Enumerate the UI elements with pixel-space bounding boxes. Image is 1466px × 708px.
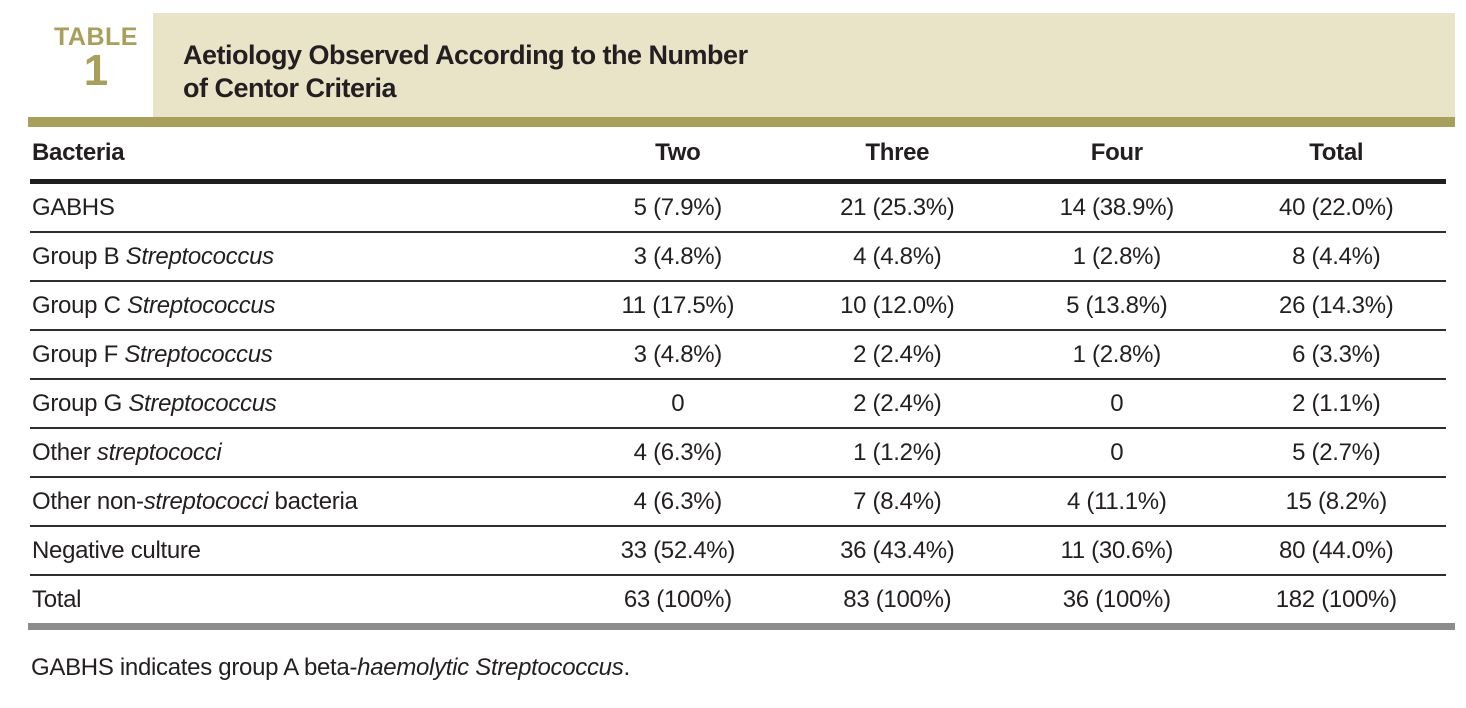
table-row: Total 63 (100%) 83 (100%) 36 (100%) 182 (100… [30,575,1446,623]
value-cell: 0 [568,379,788,429]
value-cell: 26 (14.3%) [1226,281,1446,331]
value-cell: 40 (22.0%) [1226,181,1446,233]
value-cell: 11 (17.5%) [568,281,788,331]
value-cell: 4 (6.3%) [568,477,788,527]
plain-text: Group G [32,389,129,417]
plain-text: GABHS indicates group A beta- [31,654,358,681]
figure-title-line1: Aetiology Observed According to the Numb… [183,40,748,70]
value-cell: 1 (2.8%) [1007,232,1227,282]
plain-text: Negative culture [32,536,201,564]
table-row: Other non-streptococci bacteria 4 (6.3%) 7… [30,477,1446,527]
value-cell: 1 (1.2%) [787,428,1008,478]
footnote: GABHS indicates group A beta-haemolytic … [31,654,1466,682]
table-row: Group B Streptococcus 3 (4.8%) 4 (4.8%) 1 (… [30,232,1446,282]
table-label: TABLE 1 [46,23,146,95]
column-header-bacteria: Bacteria [30,127,569,184]
figure-title-line2: of Centor Criteria [183,73,397,103]
table-row: GABHS 5 (7.9%) 21 (25.3%) 14 (38.9%) 40 (22.… [30,181,1446,233]
figure-header: Aetiology Observed According to the Numb… [0,0,1466,127]
value-cell: 80 (44.0%) [1226,526,1446,576]
column-header-total: Total [1226,127,1446,184]
value-cell: 36 (43.4%) [787,526,1008,576]
table-label-word: TABLE [54,23,138,51]
value-cell: 63 (100%) [623,585,732,613]
italic-text: haemolytic Streptococcus [357,654,624,681]
table-row: Group C Streptococcus 11 (17.5%) 10 (12.0%… [30,281,1446,331]
value-cell: 14 (38.9%) [1007,181,1227,233]
bacteria-name-cell: Other non-streptococci bacteria [30,477,569,527]
value-cell: 182 (100%) [1275,585,1397,613]
bacteria-name-cell: Group G Streptococcus [30,379,569,429]
table-bottom-rule [28,623,1455,630]
value-cell: 5 (13.8%) [1007,281,1227,331]
aetiology-table: Bacteria Two Three Four Total GABHS 5 (7.… [30,127,1446,623]
column-header-two: Two [568,127,788,184]
plain-text: Group C [32,291,127,319]
value-cell: 10 (12.0%) [787,281,1008,331]
plain-text: GABHS [32,193,115,221]
italic-text: Streptococcus [124,340,273,368]
value-cell: 3 (4.8%) [568,232,788,282]
bacteria-name-cell: Group B Streptococcus [30,232,569,282]
value-cell: 6 (3.3%) [1226,330,1446,380]
bacteria-name-cell: Total [30,575,568,623]
value-cell: 21 (25.3%) [787,181,1008,233]
column-header-four: Four [1007,127,1227,184]
plain-text: Total [32,585,82,613]
bacteria-name-cell: Group F Streptococcus [30,330,569,380]
value-cell: 4 (4.8%) [787,232,1008,282]
italic-text: Streptococcus [128,389,277,417]
table-label-number: 1 [83,46,109,95]
value-cell: 2 (1.1%) [1226,379,1446,429]
value-cell: 8 (4.4%) [1226,232,1446,282]
value-cell: 2 (2.4%) [787,330,1008,380]
plain-text: Other [32,438,97,466]
plain-text: Group F [32,340,125,368]
value-cell: 4 (11.1%) [1007,477,1227,527]
value-cell: 15 (8.2%) [1226,477,1446,527]
value-cell: 33 (52.4%) [568,526,788,576]
italic-text: streptococci [143,487,269,515]
accent-bar [28,117,1455,127]
value-cell: 5 (2.7%) [1226,428,1446,478]
value-cell: 83 (100%) [843,585,952,613]
table-body: GABHS 5 (7.9%) 21 (25.3%) 14 (38.9%) 40 (22.… [30,181,1446,624]
value-cell: 5 (7.9%) [568,181,788,233]
value-cell: 0 [1007,428,1227,478]
plain-text: bacteria [268,487,358,515]
bacteria-name-cell: Negative culture [30,526,569,576]
value-cell: 2 (2.4%) [787,379,1008,429]
plain-text: . [623,654,630,681]
value-cell: 11 (30.6%) [1007,526,1227,576]
header-row: Bacteria Two Three Four Total [30,127,1446,184]
value-cell: 3 (4.8%) [568,330,788,380]
bacteria-name-cell: Other streptococci [30,428,569,478]
table-row: Group G Streptococcus 0 2 (2.4%) 0 2 (1.1%) [30,379,1446,429]
column-header-three: Three [787,127,1008,184]
value-cell: 1 (2.8%) [1007,330,1227,380]
title-box: Aetiology Observed According to the Numb… [153,13,1455,117]
italic-text: Streptococcus [125,242,274,270]
value-cell: 4 (6.3%) [568,428,788,478]
bacteria-name-cell: GABHS [30,181,569,233]
table-row: Other streptococci 4 (6.3%) 1 (1.2%) 0 5 (2.… [30,428,1446,478]
value-cell: 36 (100%) [1062,585,1171,613]
value-cell: 0 [1007,379,1227,429]
table-row: Negative culture 33 (52.4%) 36 (43.4%) 11 (… [30,526,1446,576]
italic-text: Streptococcus [126,291,276,319]
plain-text: Group B [32,242,126,270]
bacteria-name-cell: Group C Streptococcus [30,281,569,331]
value-cell: 7 (8.4%) [787,477,1008,527]
italic-text: streptococci [96,438,222,466]
table-row: Group F Streptococcus 3 (4.8%) 2 (2.4%) 1 (… [30,330,1446,380]
plain-text: Other non- [32,487,144,515]
